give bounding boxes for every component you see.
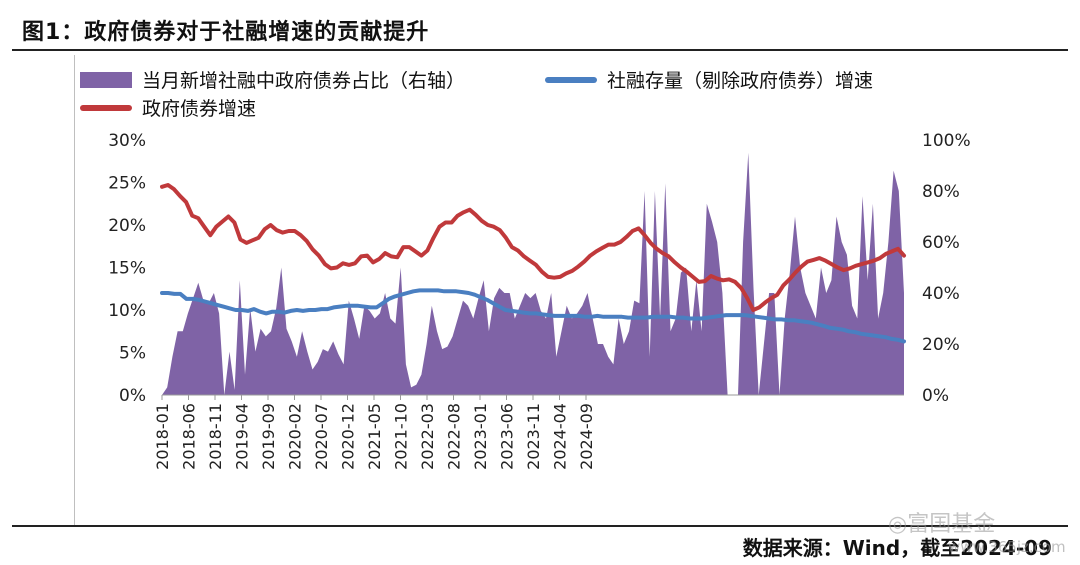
legend-area-entry: 当月新增社融中政府债券占比（右轴） bbox=[80, 66, 465, 93]
frame-left-border bbox=[74, 55, 75, 525]
y-right-tick-label: 60% bbox=[922, 233, 960, 253]
x-tick-label: 2019-04 bbox=[233, 403, 252, 470]
chart-title: 图1：政府债券对于社融增速的贡献提升 bbox=[22, 20, 430, 45]
legend-blue-entry: 社融存量（剔除政府债券）增速 bbox=[545, 66, 873, 93]
watermark-url: www.365jz.com bbox=[948, 538, 1066, 556]
series-line-social-financing bbox=[160, 288, 906, 344]
x-tick-label: 2024-09 bbox=[577, 403, 596, 470]
series-area-govt-bond-share bbox=[162, 152, 904, 395]
y-left-tick-label: 10% bbox=[108, 301, 146, 321]
legend-red-label: 政府债券增速 bbox=[142, 98, 257, 120]
legend-red-entry: 政府债券增速 bbox=[80, 94, 256, 121]
top-rule bbox=[12, 49, 1068, 51]
x-tick-label: 2023-01 bbox=[471, 403, 490, 470]
y-left-tick-label: 30% bbox=[108, 131, 146, 151]
y-left-tick-label: 15% bbox=[108, 259, 146, 279]
x-tick-label: 2020-02 bbox=[286, 403, 305, 470]
legend-blue-swatch bbox=[545, 76, 597, 83]
legend-area-swatch bbox=[80, 71, 132, 88]
x-tick-label: 2018-01 bbox=[153, 403, 172, 470]
y-left-tick-label: 0% bbox=[119, 386, 146, 406]
x-tick-label: 2022-08 bbox=[445, 403, 464, 470]
y-left-tick-label: 5% bbox=[119, 344, 146, 364]
legend-red-swatch bbox=[80, 104, 132, 111]
y-right-tick-label: 100% bbox=[922, 131, 971, 151]
y-left-tick-label: 20% bbox=[108, 216, 146, 236]
x-tick-label: 2019-09 bbox=[259, 403, 278, 470]
legend-area-label: 当月新增社融中政府债券占比（右轴） bbox=[142, 70, 466, 92]
y-right-tick-label: 0% bbox=[922, 386, 949, 406]
x-tick-label: 2024-04 bbox=[551, 403, 570, 470]
watermark: ◎富国基金 bbox=[888, 512, 996, 537]
x-tick-label: 2018-11 bbox=[206, 403, 225, 470]
x-tick-label: 2018-06 bbox=[180, 403, 199, 470]
x-tick-label: 2021-10 bbox=[392, 403, 411, 470]
source-note: 数据来源：Wind，截至2024-09 bbox=[742, 536, 1052, 560]
legend-blue-label: 社融存量（剔除政府债券）增速 bbox=[607, 70, 874, 92]
x-tick-label: 2023-06 bbox=[498, 403, 517, 470]
x-tick-label: 2022-03 bbox=[418, 403, 437, 470]
x-tick-label: 2021-05 bbox=[365, 403, 384, 470]
bottom-rule bbox=[12, 525, 1068, 527]
x-tick-label: 2020-12 bbox=[339, 403, 358, 470]
x-tick-label: 2023-11 bbox=[524, 403, 543, 470]
x-tick-label: 2020-07 bbox=[312, 403, 331, 470]
y-left-tick-label: 25% bbox=[108, 174, 146, 194]
y-right-tick-label: 20% bbox=[922, 335, 960, 355]
title-bar: 图1：政府债券对于社融增速的贡献提升 bbox=[12, 8, 1068, 46]
series-line-govt-bond-growth bbox=[160, 183, 906, 312]
y-right-tick-label: 40% bbox=[922, 284, 960, 304]
y-right-tick-label: 80% bbox=[922, 182, 960, 202]
